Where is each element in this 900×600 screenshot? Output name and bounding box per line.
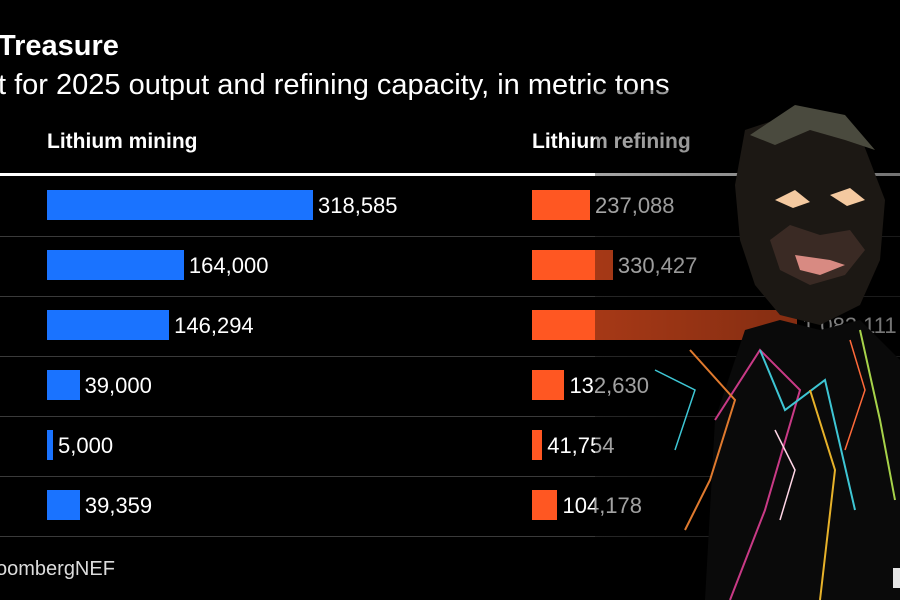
mining-bar [47,430,53,460]
chart-subtitle: t for 2025 output and refining capacity,… [0,69,670,101]
refining-value-label: 1,083,111 [802,313,897,338]
refining-bar [532,370,565,400]
refining-value-label: 330,427 [617,253,698,278]
refining-bar [532,430,543,460]
refining-bar [532,490,558,520]
row-divider [0,476,900,477]
mining-bar [47,250,184,280]
mining-value-label: 39,359 [84,493,153,518]
refining-column-header: Lithium refining [532,130,691,153]
row-divider [0,356,900,357]
header-rule [0,173,900,176]
mining-value-label: 164,000 [188,253,269,278]
row-divider [0,236,900,237]
mining-bar [47,310,170,340]
mining-value-label: 5,000 [58,433,114,458]
refining-value-label: 132,630 [569,373,649,398]
refining-bar [532,250,613,280]
mining-bar [47,490,80,520]
refining-bar [532,190,590,220]
mining-value-label: 39,000 [84,373,152,398]
row-divider [0,416,900,417]
refining-value-label: 104,178 [562,493,643,518]
mining-value-label: 318,585 [318,193,398,218]
source-note: oombergNEF [0,558,115,580]
refining-bar [532,310,797,340]
mining-bar [47,370,80,400]
row-divider [0,536,900,537]
portrait-illustration [595,90,900,600]
chart-title: Treasure [0,30,119,62]
row-divider [0,296,900,297]
publisher-logo [893,568,900,588]
refining-value-label: 41,754 [547,433,615,458]
mining-column-header: Lithium mining [47,130,198,153]
refining-value-label: 237,088 [595,193,675,218]
mining-value-label: 146,294 [174,313,254,338]
mining-bar [47,190,313,220]
